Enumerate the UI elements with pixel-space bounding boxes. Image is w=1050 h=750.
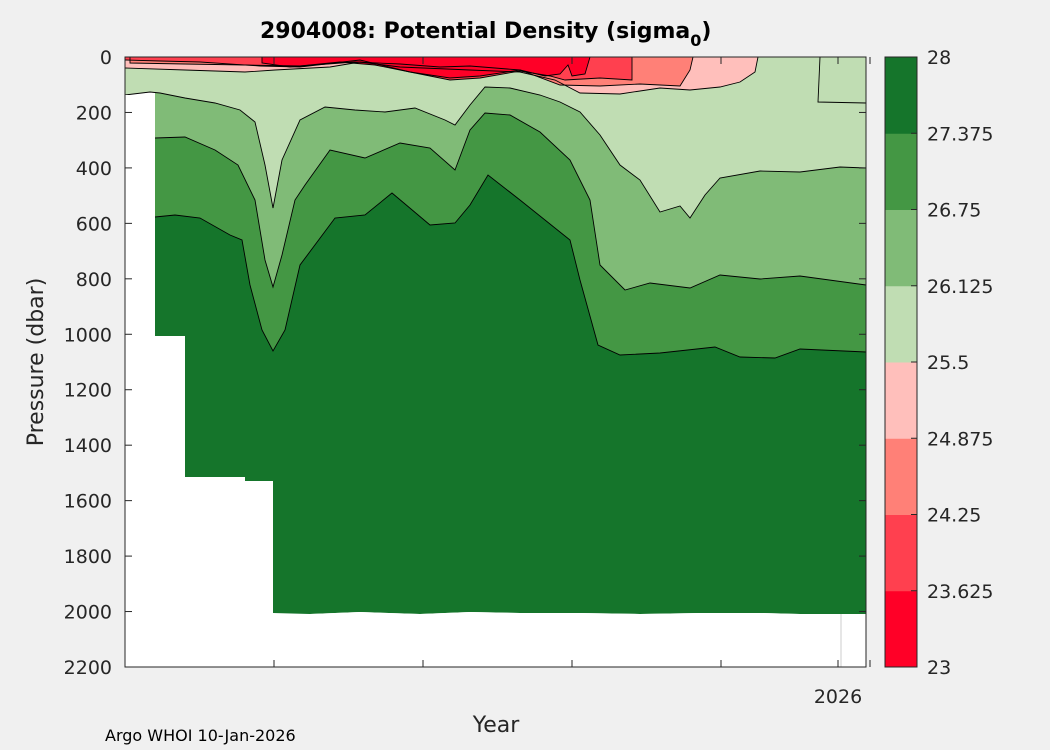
colorbar-segment: [885, 362, 917, 439]
colorbar-tick-label: 24.25: [927, 505, 981, 527]
contour-line-26.125: [124, 86, 867, 219]
chart-title: 2904008: Potential Density (sigma0): [260, 19, 711, 50]
x-axis: 2026: [124, 57, 871, 708]
chart-title-main: 2904008: Potential Density (sigma: [260, 19, 690, 44]
colorbar-tick-label: 27.375: [927, 123, 993, 145]
colorbar-segment: [885, 57, 917, 134]
no-data-region: [125, 95, 273, 667]
colorbar-tick-label: 26.75: [927, 200, 981, 222]
contour-line-24.875: [129, 56, 694, 87]
contour-line-23.625: [261, 56, 591, 79]
colorbar-tick-label: 26.125: [927, 276, 993, 298]
y-axis-label: Pressure (dbar): [24, 278, 49, 447]
contour-fill-25.5-26.125: [125, 57, 866, 218]
plot-area: [124, 56, 867, 668]
y-tick-label: 1800: [64, 546, 112, 568]
colorbar-segment: [885, 133, 917, 210]
colorbar-tick-label: 23: [927, 657, 951, 679]
contour-line-27.375: [154, 174, 867, 359]
colorbar-segment: [885, 590, 917, 668]
colorbar-tick-label: 23.625: [927, 581, 993, 603]
y-tick-label: 200: [76, 102, 112, 124]
colorbar-tick-label: 24.875: [927, 428, 993, 450]
y-tick-label: 400: [76, 158, 112, 180]
contour-lines: [124, 56, 867, 359]
contour-line-26.75: [154, 112, 867, 291]
footer-credit: Argo WHOI 10-Jan-2026: [105, 726, 296, 745]
colorbar-segment: [885, 438, 917, 515]
chart-title-end: ): [701, 19, 711, 44]
no-data-bottom: [273, 612, 866, 667]
contour-line-mixed-layer: [817, 56, 867, 104]
x-tick-label: 2026: [814, 686, 862, 708]
colorbar-segment: [885, 285, 917, 363]
y-tick-label: 1000: [64, 324, 112, 346]
y-tick-label: 600: [76, 213, 112, 235]
y-tick-label: 2200: [64, 657, 112, 679]
contour-line-24.25: [124, 57, 633, 81]
chart-title-subscript: 0: [690, 31, 701, 50]
x-axis-label: Year: [472, 713, 521, 738]
y-tick-label: 1200: [64, 380, 112, 402]
y-tick-label: 1400: [64, 435, 112, 457]
y-tick-label: 1600: [64, 491, 112, 513]
plot-frame: [124, 56, 867, 668]
colorbar: 23 23.625 24.25 24.875 25.5 26.125 26.75 27.375…: [884, 47, 993, 679]
contour-line-25.5: [124, 56, 759, 95]
colorbar-segment: [885, 209, 917, 287]
y-tick-label: 0: [100, 47, 112, 69]
colorbar-segment: [885, 514, 917, 592]
colorbar-tick-label: 25.5: [927, 352, 969, 374]
y-tick-label: 800: [76, 269, 112, 291]
y-tick-label: 2000: [64, 602, 112, 624]
y-axis: 0 200 400 600 800 1000 1200 1400 1600 1800 2000 220…: [64, 47, 866, 679]
colorbar-tick-label: 28: [927, 47, 951, 69]
